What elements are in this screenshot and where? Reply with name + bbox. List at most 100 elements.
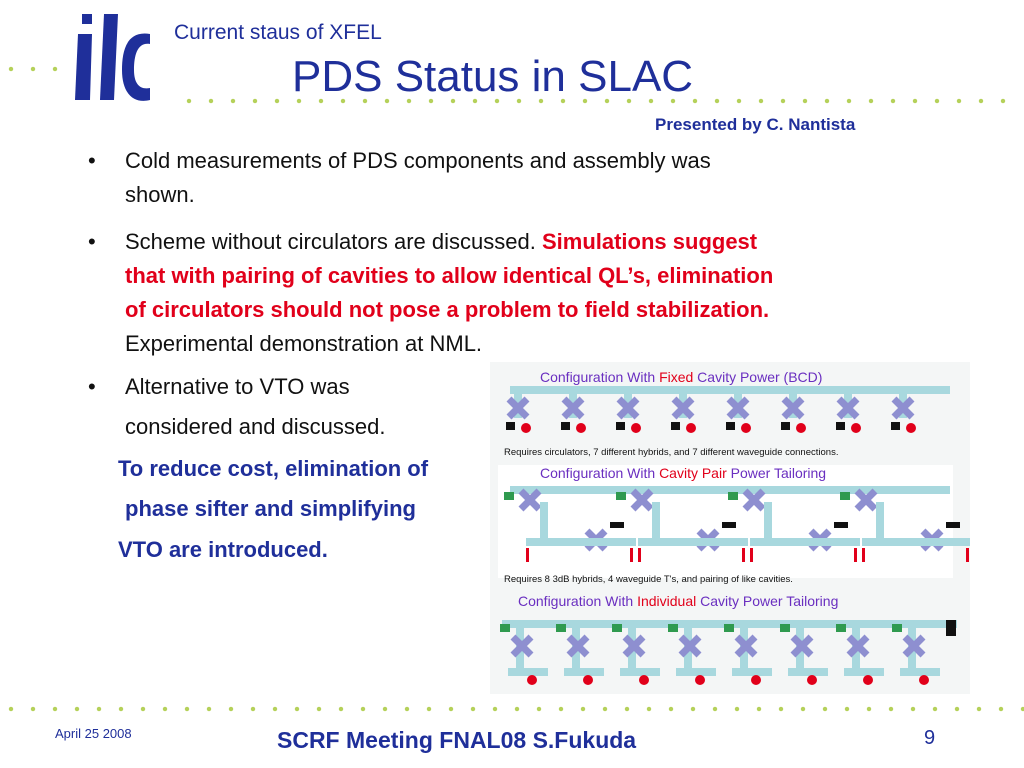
bullet-line: shown. bbox=[125, 182, 195, 207]
output-port-mark bbox=[750, 548, 753, 562]
hybrid-mark bbox=[678, 634, 702, 658]
cavity-waveguide bbox=[564, 668, 604, 676]
circulator-mark bbox=[891, 422, 900, 430]
phase-shifter-mark bbox=[836, 624, 846, 632]
output-port-mark bbox=[638, 548, 641, 562]
hybrid-mark bbox=[671, 396, 695, 420]
output-port-mark bbox=[862, 548, 865, 562]
feed-waveguide bbox=[510, 386, 950, 394]
cavity-waveguide bbox=[844, 668, 884, 676]
header-dotted-rule bbox=[178, 98, 1013, 104]
phase-shifter-mark bbox=[724, 624, 734, 632]
pair-waveguide bbox=[526, 538, 636, 546]
hybrid-mark bbox=[566, 634, 590, 658]
cavity-waveguide bbox=[620, 668, 660, 676]
load-mark bbox=[863, 675, 873, 685]
bullet-line: considered and discussed. bbox=[125, 414, 386, 439]
output-port-mark bbox=[854, 548, 857, 562]
footer-title: SCRF Meeting FNAL08 S.Fukuda bbox=[277, 727, 637, 753]
bullet-marker: • bbox=[88, 374, 96, 399]
phase-shifter-mark bbox=[556, 624, 566, 632]
phase-shifter-mark bbox=[780, 624, 790, 632]
branch-waveguide bbox=[876, 502, 884, 542]
hybrid-mark bbox=[836, 396, 860, 420]
footer-dotted-rule bbox=[0, 706, 1024, 712]
hybrid-mark bbox=[902, 634, 926, 658]
hybrid-mark bbox=[846, 634, 870, 658]
load-mark bbox=[631, 423, 641, 433]
load-mark bbox=[851, 423, 861, 433]
bullet-text: Cold measurements of PDS components and … bbox=[125, 144, 971, 212]
circulator-mark bbox=[610, 522, 624, 528]
phase-shifter-mark bbox=[612, 624, 622, 632]
load-mark bbox=[796, 423, 806, 433]
ilc-logo-icon bbox=[75, 14, 150, 101]
hybrid-mark bbox=[630, 488, 654, 512]
output-port-mark bbox=[966, 548, 969, 562]
pair-waveguide bbox=[638, 538, 748, 546]
termination-mark bbox=[946, 620, 956, 636]
panel-note: Requires 8 3dB hybrids, 4 waveguide T's,… bbox=[504, 574, 793, 585]
cost-reduction-line: To reduce cost, elimination of bbox=[118, 456, 429, 481]
simulation-highlight-line: of circulators should not pose a problem… bbox=[125, 297, 770, 322]
circulator-mark bbox=[722, 522, 736, 528]
load-mark bbox=[639, 675, 649, 685]
bullet-text: Scheme without circulators are discussed… bbox=[125, 225, 971, 361]
simulation-highlight: Simulations suggest bbox=[541, 229, 758, 254]
branch-waveguide bbox=[540, 502, 548, 542]
pair-waveguide bbox=[750, 538, 860, 546]
load-mark bbox=[906, 423, 916, 433]
load-mark bbox=[695, 675, 705, 685]
cost-reduction-line: phase sifter and simplifying bbox=[125, 496, 416, 521]
panel-title: Configuration With Individual Cavity Pow… bbox=[518, 593, 838, 609]
slide-title: PDS Status in SLAC bbox=[292, 52, 694, 101]
phase-shifter-mark bbox=[616, 492, 626, 500]
load-mark bbox=[576, 423, 586, 433]
simulation-highlight-line: that with pairing of cavities to allow i… bbox=[125, 263, 774, 288]
hybrid-mark bbox=[742, 488, 766, 512]
panel-note: Requires circulators, 7 different hybrid… bbox=[504, 447, 838, 458]
pair-waveguide bbox=[862, 538, 970, 546]
hybrid-mark bbox=[726, 396, 750, 420]
slide-subtitle: Current staus of XFEL bbox=[174, 21, 382, 44]
hybrid-mark bbox=[510, 634, 534, 658]
bullet-text: Alternative to VTO was considered and di… bbox=[125, 370, 485, 444]
bullet-marker: • bbox=[88, 148, 96, 173]
bullet-line: Experimental demonstration at NML. bbox=[125, 331, 483, 356]
page-number: 9 bbox=[924, 727, 936, 749]
cavity-waveguide bbox=[676, 668, 716, 676]
bullet-line-plain: Scheme without circulators are discussed… bbox=[125, 229, 542, 254]
load-mark bbox=[686, 423, 696, 433]
footer-date: April 25 2008 bbox=[55, 726, 132, 741]
header-dotted-rule-left bbox=[0, 66, 70, 72]
circulator-mark bbox=[561, 422, 570, 430]
bullet-line: Alternative to VTO was bbox=[125, 374, 350, 399]
circulator-mark bbox=[946, 522, 960, 528]
cost-reduction-line: VTO are introduced. bbox=[118, 537, 328, 562]
circulator-mark bbox=[506, 422, 515, 430]
phase-shifter-mark bbox=[840, 492, 850, 500]
hybrid-mark bbox=[518, 488, 542, 512]
circulator-mark bbox=[726, 422, 735, 430]
hybrid-mark bbox=[622, 634, 646, 658]
load-mark bbox=[741, 423, 751, 433]
hybrid-mark bbox=[561, 396, 585, 420]
load-mark bbox=[751, 675, 761, 685]
phase-shifter-mark bbox=[892, 624, 902, 632]
cavity-waveguide bbox=[508, 668, 548, 676]
output-port-mark bbox=[526, 548, 529, 562]
circulator-mark bbox=[671, 422, 680, 430]
circulator-mark bbox=[781, 422, 790, 430]
load-mark bbox=[583, 675, 593, 685]
cavity-waveguide bbox=[900, 668, 940, 676]
hybrid-mark bbox=[854, 488, 878, 512]
panel-pair-tailoring bbox=[504, 486, 970, 562]
presenter-credit: Presented by C. Nantista bbox=[655, 115, 856, 134]
circulator-mark bbox=[834, 522, 848, 528]
cavity-waveguide bbox=[788, 668, 828, 676]
bullet-line: Scheme without circulators are discussed… bbox=[125, 225, 971, 259]
circulator-mark bbox=[836, 422, 845, 430]
branch-waveguide bbox=[764, 502, 772, 542]
load-mark bbox=[807, 675, 817, 685]
panel-title: Configuration With Fixed Cavity Power (B… bbox=[540, 369, 822, 385]
